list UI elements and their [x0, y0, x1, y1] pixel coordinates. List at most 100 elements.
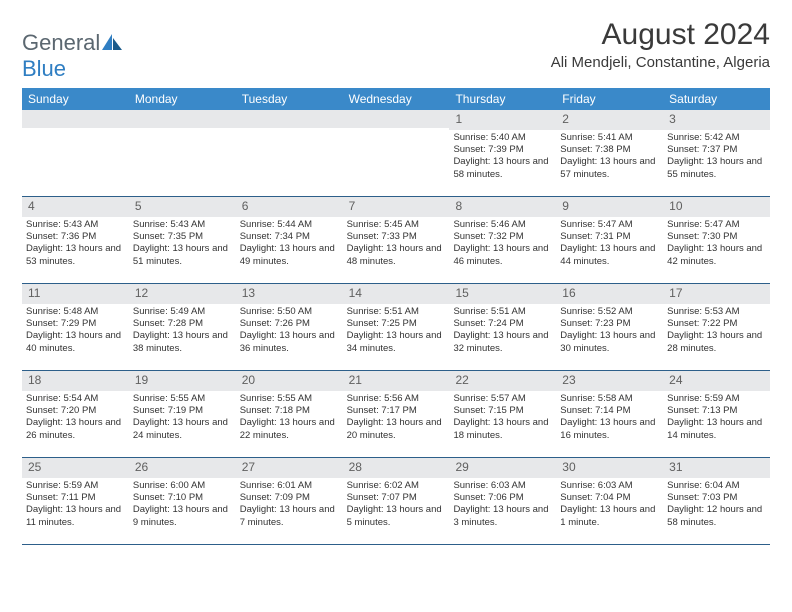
sunrise-text: Sunrise: 6:03 AM: [453, 480, 552, 492]
daylight-text: Daylight: 13 hours and 28 minutes.: [667, 330, 766, 355]
sunrise-text: Sunrise: 5:59 AM: [26, 480, 125, 492]
day-number: 18: [22, 371, 129, 391]
day-cell: 7Sunrise: 5:45 AMSunset: 7:33 PMDaylight…: [343, 197, 450, 283]
day-cell: 21Sunrise: 5:56 AMSunset: 7:17 PMDayligh…: [343, 371, 450, 457]
day-number: 12: [129, 284, 236, 304]
week-row: 4 Sunrise: 5:43 AMSunset: 7:36 PM Daylight…: [22, 197, 770, 284]
daylight-text: Daylight: 13 hours and 38 minutes.: [133, 330, 232, 355]
sunrise-text: Sunrise: 6:02 AM: [347, 480, 446, 492]
day-cell: 20Sunrise: 5:55 AMSunset: 7:18 PMDayligh…: [236, 371, 343, 457]
day-cell: 19Sunrise: 5:55 AMSunset: 7:19 PMDayligh…: [129, 371, 236, 457]
weekday-header: Friday: [556, 88, 663, 110]
sunset-text: Sunset: 7:37 PM: [667, 144, 766, 156]
daylight-text: Daylight: 13 hours and 44 minutes.: [560, 243, 659, 268]
sunset-text: Sunset: 7:20 PM: [26, 405, 125, 417]
daylight-text: Daylight: 13 hours and 1 minute.: [560, 504, 659, 529]
sunrise-text: Sunrise: 6:04 AM: [667, 480, 766, 492]
day-cell: 5Sunrise: 5:43 AMSunset: 7:35 PMDaylight…: [129, 197, 236, 283]
weekday-header: Tuesday: [236, 88, 343, 110]
daylight-text: Daylight: 13 hours and 34 minutes.: [347, 330, 446, 355]
sunset-text: Sunset: 7:15 PM: [453, 405, 552, 417]
sunset-text: Sunset: 7:36 PM: [26, 231, 125, 243]
day-number: 25: [22, 458, 129, 478]
day-number: [129, 110, 236, 128]
day-number: [236, 110, 343, 128]
month-title: August 2024: [551, 18, 770, 52]
logo-sail-icon: [102, 34, 124, 50]
day-number: 27: [236, 458, 343, 478]
day-number: 26: [129, 458, 236, 478]
sunrise-text: Sunrise: 5:58 AM: [560, 393, 659, 405]
sunset-text: Sunset: 7:11 PM: [26, 492, 125, 504]
day-cell: 12Sunrise: 5:49 AMSunset: 7:28 PMDayligh…: [129, 284, 236, 370]
daylight-text: Daylight: 13 hours and 58 minutes.: [453, 156, 552, 181]
day-cell: [22, 110, 129, 196]
day-cell: 26Sunrise: 6:00 AMSunset: 7:10 PMDayligh…: [129, 458, 236, 544]
sunrise-text: Sunrise: 5:51 AM: [453, 306, 552, 318]
day-number: 4: [22, 197, 129, 217]
day-number: 14: [343, 284, 450, 304]
day-number: 24: [663, 371, 770, 391]
sunset-text: Sunset: 7:04 PM: [560, 492, 659, 504]
sunset-text: Sunset: 7:29 PM: [26, 318, 125, 330]
sunset-text: Sunset: 7:09 PM: [240, 492, 339, 504]
day-number: 5: [129, 197, 236, 217]
sunrise-text: Sunrise: 5:55 AM: [133, 393, 232, 405]
day-cell: 29Sunrise: 6:03 AMSunset: 7:06 PMDayligh…: [449, 458, 556, 544]
sunset-text: Sunset: 7:31 PM: [560, 231, 659, 243]
day-cell: 22Sunrise: 5:57 AMSunset: 7:15 PMDayligh…: [449, 371, 556, 457]
day-number: 20: [236, 371, 343, 391]
title-block: August 2024 Ali Mendjeli, Constantine, A…: [551, 18, 770, 71]
sunset-text: Sunset: 7:39 PM: [453, 144, 552, 156]
daylight-text: Daylight: 13 hours and 32 minutes.: [453, 330, 552, 355]
day-number: 23: [556, 371, 663, 391]
day-cell: 14Sunrise: 5:51 AMSunset: 7:25 PMDayligh…: [343, 284, 450, 370]
day-number: 2: [556, 110, 663, 130]
sunrise-text: Sunrise: 5:43 AM: [26, 219, 125, 231]
sunset-text: Sunset: 7:25 PM: [347, 318, 446, 330]
day-cell: 30Sunrise: 6:03 AMSunset: 7:04 PMDayligh…: [556, 458, 663, 544]
day-cell: 28Sunrise: 6:02 AMSunset: 7:07 PMDayligh…: [343, 458, 450, 544]
logo-general-text: General: [22, 30, 100, 55]
sunrise-text: Sunrise: 5:54 AM: [26, 393, 125, 405]
daylight-text: Daylight: 13 hours and 48 minutes.: [347, 243, 446, 268]
day-number: [22, 110, 129, 128]
sunrise-text: Sunrise: 5:41 AM: [560, 132, 659, 144]
day-number: 31: [663, 458, 770, 478]
day-number: 13: [236, 284, 343, 304]
daylight-text: Daylight: 13 hours and 7 minutes.: [240, 504, 339, 529]
day-number: 21: [343, 371, 450, 391]
day-number: 17: [663, 284, 770, 304]
sunset-text: Sunset: 7:13 PM: [667, 405, 766, 417]
logo-blue-text: Blue: [22, 56, 66, 81]
day-cell: 11Sunrise: 5:48 AMSunset: 7:29 PMDayligh…: [22, 284, 129, 370]
day-cell: 8Sunrise: 5:46 AMSunset: 7:32 PMDaylight…: [449, 197, 556, 283]
day-cell: 16Sunrise: 5:52 AMSunset: 7:23 PMDayligh…: [556, 284, 663, 370]
day-number: 29: [449, 458, 556, 478]
weeks-container: 1Sunrise: 5:40 AMSunset: 7:39 PMDaylight…: [22, 110, 770, 545]
day-number: 22: [449, 371, 556, 391]
sunset-text: Sunset: 7:23 PM: [560, 318, 659, 330]
daylight-text: Daylight: 13 hours and 11 minutes.: [26, 504, 125, 529]
daylight-text: Daylight: 13 hours and 36 minutes.: [240, 330, 339, 355]
day-cell: 27Sunrise: 6:01 AMSunset: 7:09 PMDayligh…: [236, 458, 343, 544]
sunset-text: Sunset: 7:06 PM: [453, 492, 552, 504]
daylight-text: Daylight: 13 hours and 55 minutes.: [667, 156, 766, 181]
sunset-text: Sunset: 7:22 PM: [667, 318, 766, 330]
sunrise-text: Sunrise: 5:42 AM: [667, 132, 766, 144]
weekday-header: Sunday: [22, 88, 129, 110]
day-cell: 2Sunrise: 5:41 AMSunset: 7:38 PMDaylight…: [556, 110, 663, 196]
logo: General Blue: [22, 30, 124, 82]
day-number: 28: [343, 458, 450, 478]
weekday-header: Wednesday: [343, 88, 450, 110]
day-cell: [236, 110, 343, 196]
sunset-text: Sunset: 7:32 PM: [453, 231, 552, 243]
sunset-text: Sunset: 7:34 PM: [240, 231, 339, 243]
daylight-text: Daylight: 13 hours and 40 minutes.: [26, 330, 125, 355]
day-cell: 23Sunrise: 5:58 AMSunset: 7:14 PMDayligh…: [556, 371, 663, 457]
sunset-text: Sunset: 7:24 PM: [453, 318, 552, 330]
weekday-header: Monday: [129, 88, 236, 110]
sunrise-text: Sunrise: 5:48 AM: [26, 306, 125, 318]
day-cell: 25 Sunrise: 5:59 AMSunset: 7:11 PMDayligh…: [22, 458, 129, 544]
sunrise-text: Sunrise: 6:00 AM: [133, 480, 232, 492]
